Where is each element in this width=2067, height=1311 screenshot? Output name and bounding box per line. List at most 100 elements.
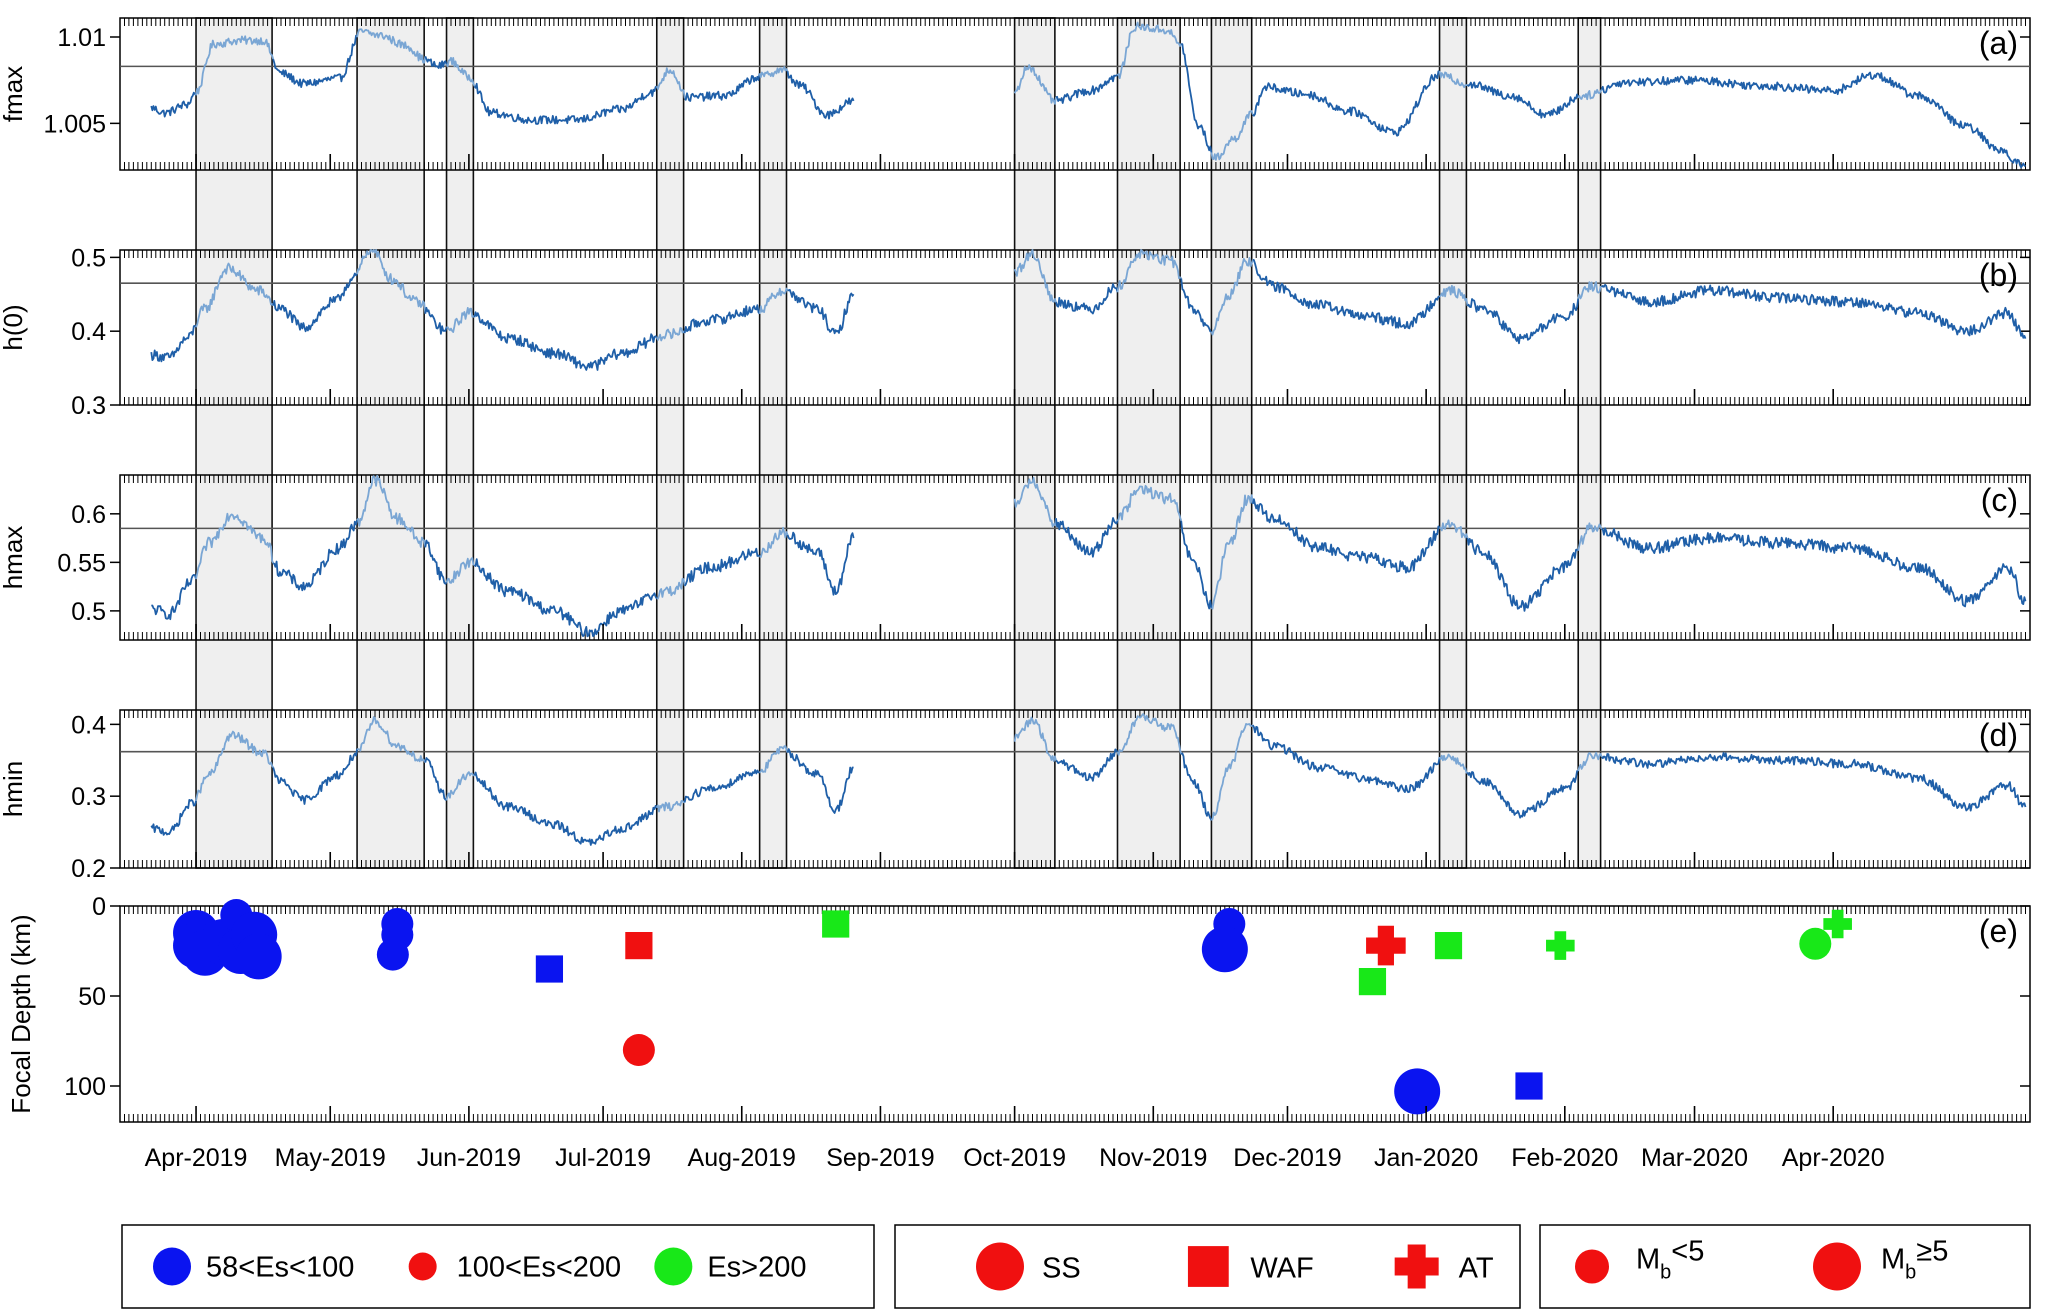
bottom-day-ticks	[119, 860, 2031, 868]
series-line-fmax-1-2	[1116, 21, 1183, 80]
x-tick-label: Dec-2019	[1233, 1144, 1341, 1172]
series-line-hmin-1-2	[1116, 713, 1183, 756]
series-line-hmax-1-5	[1251, 498, 1441, 574]
series-line-h0-0-2	[272, 272, 358, 333]
series-line-hmin-1-6	[1438, 753, 1468, 774]
panel-frame	[119, 249, 2031, 406]
series-line-hmin-0-2	[272, 748, 358, 805]
legend-box	[121, 1224, 875, 1309]
series-line-hmin-1-3	[1180, 752, 1213, 821]
y-axis-label: Focal Depth (km)	[6, 914, 36, 1113]
event-marker-21	[1434, 932, 1463, 960]
series-line-h0-1-0	[1013, 249, 1057, 303]
series-line-h0-0-1	[195, 262, 274, 328]
series-line-h0-1-3	[1180, 278, 1212, 333]
series-line-h0-0-7	[655, 327, 686, 342]
legend-label: AT	[1459, 1253, 1494, 1285]
shaded-interval-9	[1438, 17, 1468, 869]
series-line-fmax-1-5	[1252, 70, 1440, 137]
event-marker-19	[1358, 968, 1387, 996]
shaded-intervals	[195, 17, 1602, 869]
series-line-h0-1-7	[1466, 298, 1580, 345]
series-line-h0-0-4	[424, 306, 448, 335]
y-tick-label: 0.6	[71, 501, 106, 529]
series-line-h0-0-5	[446, 307, 476, 333]
series-line-fmax-0-10	[786, 70, 855, 120]
series-line-hmin-1-9	[1600, 752, 2027, 812]
legend-group-magnitude: Mb<5 Mb≥5	[1539, 1224, 2031, 1309]
legend: 58<Es<100 100<Es<200 Es>200 SS WAF AT Mb<5 Mb≥5	[121, 1224, 2031, 1309]
y-tick-label: 50	[78, 983, 106, 1011]
legend-marker	[1394, 1244, 1439, 1289]
legend-group-energy: 58<Es<100 100<Es<200 Es>200	[121, 1224, 875, 1309]
panel-fmax: 1.005 1.01 fmax (a)	[0, 17, 2031, 171]
y-tick-label: 0.3	[71, 783, 106, 811]
legend-label: SS	[1042, 1253, 1081, 1285]
series-line-hmax-0-0	[151, 574, 197, 621]
events-frame	[119, 905, 2031, 1123]
series-line-hmax-1-3	[1180, 520, 1213, 610]
shaded-interval-6	[1013, 17, 1056, 869]
series-line-hmin-1-0	[1013, 716, 1057, 762]
y-axis-label: hmin	[0, 761, 28, 817]
panel-hmax: 0.5 0.55 0.6 hmax (c)	[0, 474, 2031, 641]
shaded-interval-10	[1577, 17, 1602, 869]
panel-hmin: 0.2 0.3 0.4 hmin (d)	[0, 709, 2031, 883]
legend-marker	[1187, 1246, 1229, 1287]
x-tick-label: Apr-2020	[1782, 1144, 1885, 1172]
bottom-day-ticks	[119, 397, 2031, 405]
panel-label: (d)	[1979, 717, 2018, 753]
bottom-day-ticks	[119, 632, 2031, 640]
legend-label: Mb<5	[1636, 1236, 1704, 1284]
legend-group-mechanism: SS WAF AT	[894, 1224, 1521, 1309]
panel-label: (c)	[1981, 482, 2018, 518]
series-line-h0-1-1	[1055, 283, 1119, 315]
legend-label: 58<Es<100	[206, 1252, 354, 1284]
y-tick-label: 0.5	[71, 244, 106, 272]
panel-label: (e)	[1979, 913, 2018, 949]
series-line-fmax-1-8	[1577, 88, 1603, 101]
series-line-fmax-1-6	[1438, 70, 1468, 89]
legend-marker	[654, 1247, 693, 1286]
shaded-interval-2	[356, 17, 425, 869]
shaded-interval-4	[655, 17, 685, 869]
series-line-hmin-0-4	[424, 757, 448, 802]
legend-box	[1539, 1224, 2031, 1309]
top-day-ticks	[119, 250, 2031, 258]
y-tick-label: 0.2	[71, 855, 106, 883]
series-line-h0-1-8	[1577, 281, 1602, 300]
series-line-hmin-0-10	[786, 748, 854, 814]
series-line-hmin-0-6	[473, 771, 658, 846]
y-tick-label: 0.3	[71, 392, 106, 420]
series-line-fmax-1-0	[1013, 64, 1057, 105]
series-line-hmin-1-1	[1055, 748, 1119, 782]
legend-marker	[1813, 1242, 1861, 1291]
shaded-interval-1	[195, 17, 273, 869]
series-line-hmin-0-3	[356, 716, 427, 763]
series-line-hmax-0-3	[356, 474, 427, 548]
panel-frame	[119, 17, 2031, 171]
x-tick-label: Jan-2020	[1374, 1144, 1478, 1172]
y-tick-label: 0.4	[71, 318, 106, 346]
event-marker-25	[1823, 909, 1852, 939]
shaded-interval-3	[445, 17, 475, 869]
top-day-ticks	[119, 710, 2031, 718]
legend-marker	[153, 1247, 191, 1286]
series-line-fmax-0-1	[195, 35, 275, 96]
series-line-hmax-0-4	[424, 539, 448, 585]
panel-frame	[119, 474, 2031, 641]
series-line-hmin-1-4	[1210, 723, 1254, 821]
series-line-hmin-0-0	[150, 799, 197, 836]
x-tick-label: May-2019	[275, 1144, 386, 1172]
event-marker-22	[1515, 1072, 1543, 1100]
events-top-day-ticks	[119, 906, 2031, 914]
x-tick-label: Apr-2019	[145, 1144, 248, 1172]
event-marker-8	[235, 933, 282, 980]
y-tick-label: 1.005	[43, 110, 106, 138]
x-tick-label: Oct-2019	[963, 1144, 1066, 1172]
panel-label: (b)	[1979, 257, 2018, 293]
y-tick-label: 0	[92, 893, 106, 921]
event-marker-14	[622, 1034, 655, 1066]
panel-frame	[119, 709, 2031, 869]
